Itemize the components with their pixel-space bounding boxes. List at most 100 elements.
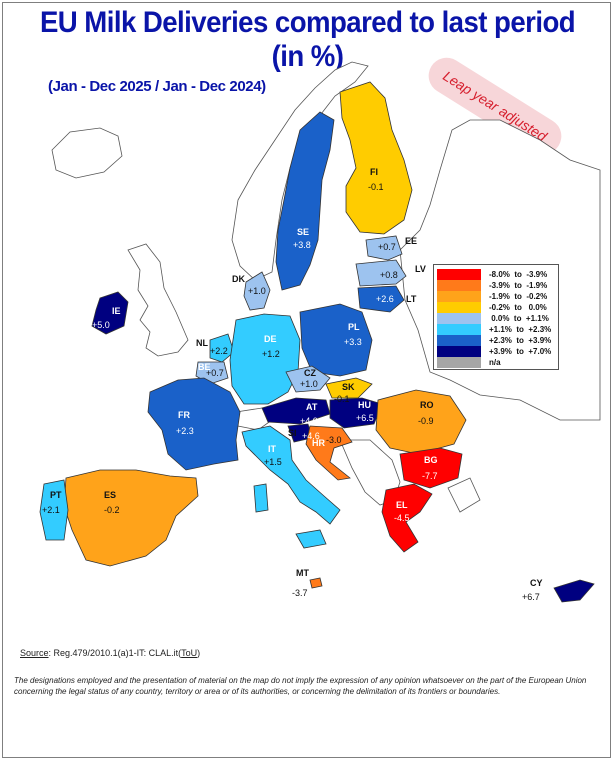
country-HU (329, 397, 383, 429)
country-FI (339, 81, 413, 235)
label-code-LT: LT (406, 294, 417, 304)
legend-label: -0.2% to 0.0% (489, 303, 547, 312)
legend-swatch (437, 280, 481, 291)
label-code-NL: NL (196, 338, 208, 348)
source-prefix: Source (20, 648, 49, 658)
label-value-EE: +0.7 (378, 242, 396, 252)
label-code-SE: SE (297, 227, 309, 237)
label-value-CY: +6.7 (522, 592, 540, 602)
country-EE (365, 235, 403, 261)
region-uk (127, 243, 189, 357)
country-BG (399, 447, 463, 489)
country-MT (309, 577, 323, 589)
label-value-DK: +1.0 (248, 286, 266, 296)
label-code-DE: DE (264, 334, 277, 344)
label-code-HU: HU (358, 400, 371, 410)
legend-swatch (437, 324, 481, 335)
legend-row: +1.1% to +2.3% (437, 324, 557, 335)
country-LV (355, 259, 407, 287)
map-legend: -8.0% to -3.9% -3.9% to -1.9% -1.9% to -… (433, 264, 559, 370)
label-code-EL: EL (396, 500, 408, 510)
label-code-RO: RO (420, 400, 434, 410)
source-text: : Reg.479/2010.1(a)1-IT: CLAL.it( (48, 648, 182, 658)
source-note: Source: Reg.479/2010.1(a)1-IT: CLAL.it(T… (20, 648, 200, 658)
legend-swatch (437, 335, 481, 346)
label-value-LV: +0.8 (380, 270, 398, 280)
map-title: EU Milk Deliveries compared to last peri… (39, 6, 576, 73)
label-code-CZ: CZ (304, 368, 316, 378)
label-code-BG: BG (424, 455, 438, 465)
label-value-FR: +2.3 (176, 426, 194, 436)
label-code-HR: HR (312, 438, 325, 448)
country-DE (229, 313, 301, 405)
label-value-IT: +1.5 (264, 457, 282, 467)
label-code-MT: MT (296, 568, 309, 578)
legend-row: n/a (437, 357, 557, 368)
label-value-PL: +3.3 (344, 337, 362, 347)
country-PT (39, 479, 69, 541)
legend-swatch (437, 291, 481, 302)
label-code-PT: PT (50, 490, 62, 500)
legend-row: -3.9% to -1.9% (437, 280, 557, 291)
country-PL (299, 303, 373, 377)
legend-row: +3.9% to +7.0% (437, 346, 557, 357)
label-code-LV: LV (415, 264, 426, 274)
country-IE (91, 291, 129, 335)
country-DK (243, 271, 271, 311)
label-code-IT: IT (268, 444, 277, 454)
legend-row: +2.3% to +3.9% (437, 335, 557, 346)
country-CY (553, 579, 595, 603)
country-IT (241, 425, 341, 525)
country-ES (63, 469, 199, 567)
country-NL (209, 333, 235, 363)
label-value-EL: -4.5 (394, 513, 410, 523)
country-SK (325, 377, 373, 399)
country-SE (275, 111, 335, 291)
label-code-PL: PL (348, 322, 360, 332)
legend-swatch (437, 313, 481, 324)
country-IT-sardinia (253, 483, 269, 513)
tou-link[interactable]: ToU (181, 648, 198, 658)
label-value-HU: +6.5 (356, 413, 374, 423)
label-value-AT: +4.0 (300, 416, 318, 426)
country-FR (147, 377, 241, 471)
disclaimer-text: The designations employed and the presen… (14, 676, 587, 696)
legend-label: +3.9% to +7.0% (489, 347, 552, 356)
label-value-IE: +5.0 (92, 320, 110, 330)
legend-label: n/a (489, 358, 501, 367)
region-iceland (51, 127, 123, 179)
legend-row: -8.0% to -3.9% (437, 269, 557, 280)
legend-label: -1.9% to -0.2% (489, 292, 548, 301)
label-value-MT: -3.7 (292, 588, 308, 598)
country-CZ (285, 365, 331, 393)
label-value-SE: +3.8 (293, 240, 311, 250)
legend-swatch (437, 357, 481, 368)
label-code-FR: FR (178, 410, 190, 420)
label-value-SI: +4.6 (302, 431, 320, 441)
region-turkey (447, 477, 481, 513)
label-value-NL: +2.2 (210, 346, 228, 356)
label-value-BG: -7.7 (422, 471, 438, 481)
country-RO (375, 389, 467, 455)
legend-swatch (437, 302, 481, 313)
map-subtitle: (Jan - Dec 2025 / Jan - Dec 2024) (48, 78, 266, 95)
label-value-BE: +0.7 (206, 368, 224, 378)
label-code-SK: SK (342, 382, 355, 392)
label-code-AT: AT (306, 402, 318, 412)
legend-label: 0.0% to +1.1% (489, 314, 549, 323)
label-code-IE: IE (112, 306, 121, 316)
label-code-DK: DK (232, 274, 245, 284)
label-value-SK: -0.1 (334, 394, 350, 404)
legend-label: -3.9% to -1.9% (489, 281, 548, 290)
label-value-CZ: +1.0 (300, 379, 318, 389)
label-value-PT: +2.1 (42, 505, 60, 515)
label-code-EE: EE (405, 236, 417, 246)
label-value-DE: +1.2 (262, 349, 280, 359)
label-value-ES: -0.2 (104, 505, 120, 515)
label-code-FI: FI (370, 167, 378, 177)
label-value-FI: -0.1 (368, 182, 384, 192)
legend-row: 0.0% to +1.1% (437, 313, 557, 324)
country-IT-sicily (295, 529, 327, 549)
legend-row: -0.2% to 0.0% (437, 302, 557, 313)
legend-swatch (437, 346, 481, 357)
